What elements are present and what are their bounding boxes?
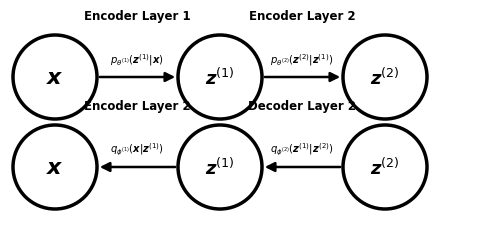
Circle shape bbox=[178, 36, 262, 119]
Circle shape bbox=[343, 36, 427, 119]
Text: Encoder Layer 2: Encoder Layer 2 bbox=[84, 99, 190, 112]
Text: $\boldsymbol{x}$: $\boldsymbol{x}$ bbox=[46, 157, 64, 177]
Circle shape bbox=[13, 36, 97, 119]
Text: Encoder Layer 1: Encoder Layer 1 bbox=[84, 10, 190, 23]
Text: $\boldsymbol{z}^{(1)}$: $\boldsymbol{z}^{(1)}$ bbox=[205, 67, 235, 88]
Text: $p_{\theta^{(1)}}(\boldsymbol{z}^{(1)}|\boldsymbol{x})$: $p_{\theta^{(1)}}(\boldsymbol{z}^{(1)}|\… bbox=[110, 52, 164, 68]
Text: $\boldsymbol{z}^{(2)}$: $\boldsymbol{z}^{(2)}$ bbox=[370, 157, 400, 178]
Text: $q_{\phi^{(2)}}(\boldsymbol{z}^{(1)}|\boldsymbol{z}^{(2)})$: $q_{\phi^{(2)}}(\boldsymbol{z}^{(1)}|\bo… bbox=[270, 141, 334, 157]
Circle shape bbox=[343, 126, 427, 209]
Text: $\boldsymbol{z}^{(2)}$: $\boldsymbol{z}^{(2)}$ bbox=[370, 67, 400, 88]
Text: Encoder Layer 2: Encoder Layer 2 bbox=[249, 10, 355, 23]
Circle shape bbox=[13, 126, 97, 209]
Text: Decoder Layer 2: Decoder Layer 2 bbox=[248, 99, 356, 112]
Text: $q_{\phi^{(1)}}(\boldsymbol{x}|\boldsymbol{z}^{(1)})$: $q_{\phi^{(1)}}(\boldsymbol{x}|\boldsymb… bbox=[110, 141, 164, 157]
Text: $p_{\theta^{(2)}}(\boldsymbol{z}^{(2)}|\boldsymbol{z}^{(1)})$: $p_{\theta^{(2)}}(\boldsymbol{z}^{(2)}|\… bbox=[270, 52, 334, 68]
Circle shape bbox=[178, 126, 262, 209]
Text: $\boldsymbol{x}$: $\boldsymbol{x}$ bbox=[46, 68, 64, 88]
Text: $\boldsymbol{z}^{(1)}$: $\boldsymbol{z}^{(1)}$ bbox=[205, 157, 235, 178]
